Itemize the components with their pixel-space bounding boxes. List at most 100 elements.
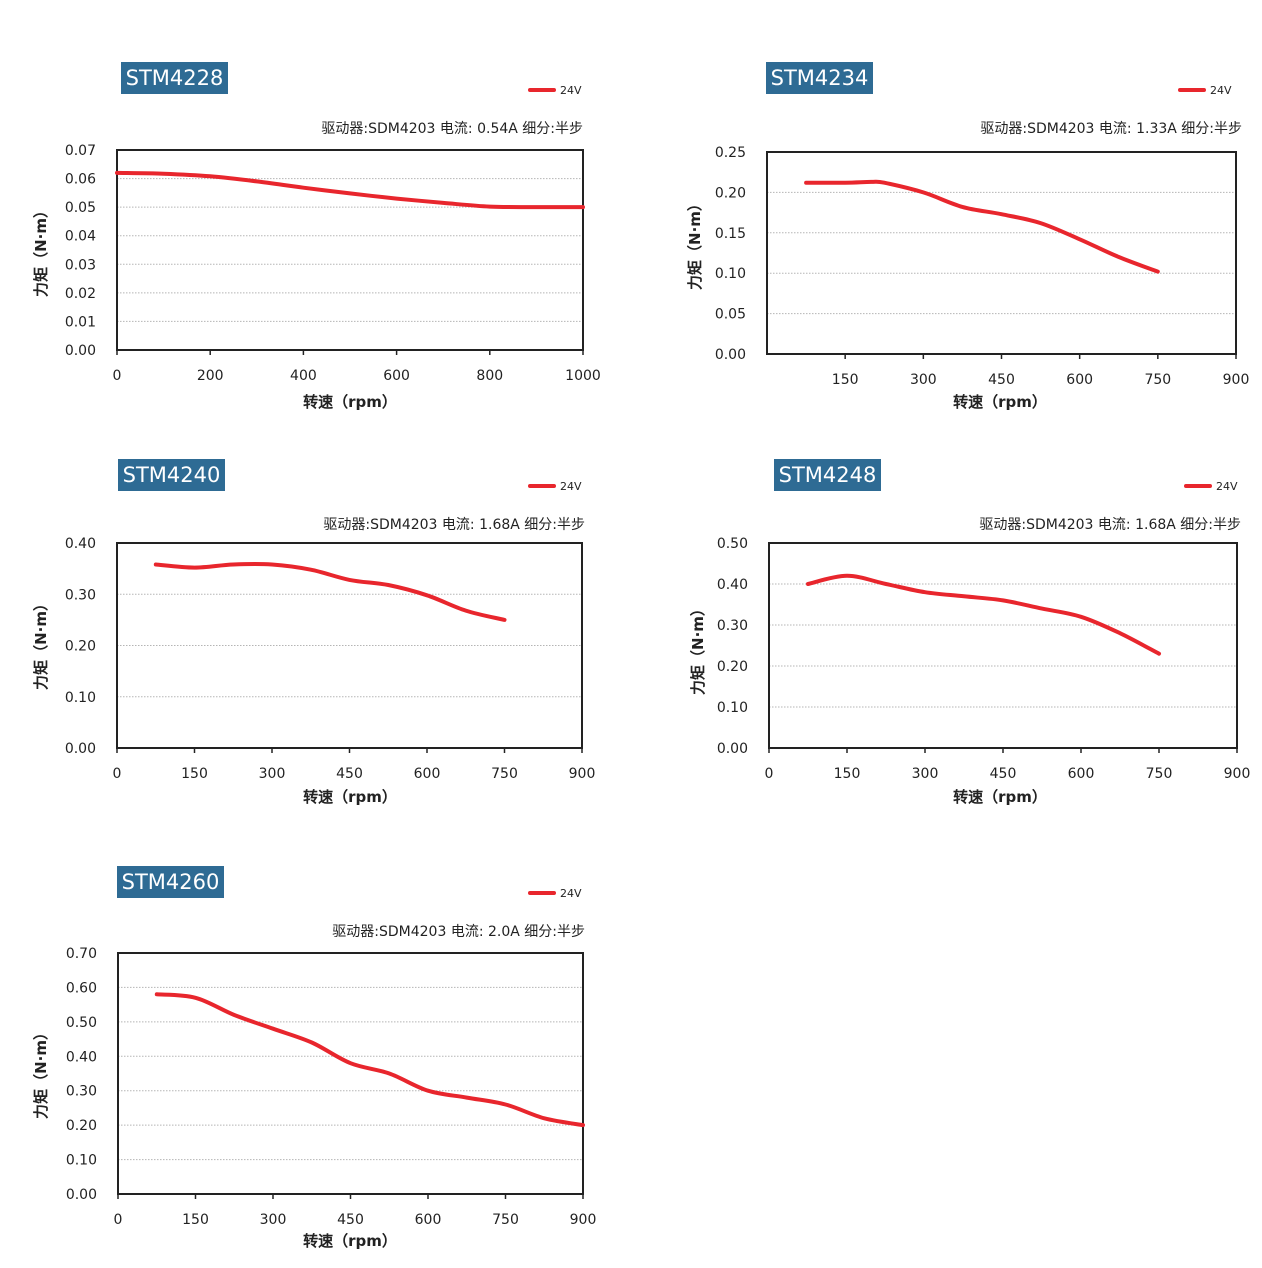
x-axis-label: 转速（rpm） [953,788,1047,806]
chart-title-badge [117,866,224,898]
y-tick-label: 0.05 [65,200,96,216]
y-axis-label: 力矩（N·m） [32,596,50,690]
driver-info: 驱动器:SDM4203 电流: 0.54A 细分:半步 [321,121,583,137]
chart-title: STM4234 [771,66,869,90]
y-tick-label: 0.20 [66,1118,97,1134]
y-tick-label: 0.40 [66,1049,97,1065]
y-tick-label: 0.20 [715,185,746,201]
plot-area [117,952,584,1195]
x-tick-label: 750 [1146,766,1173,782]
chart-title-badge [118,459,225,491]
driver-info: 驱动器:SDM4203 电流: 2.0A 细分:半步 [332,924,585,940]
x-tick-label: 600 [1068,766,1095,782]
legend-label: 24V [560,84,582,97]
x-tick-label: 0 [765,766,774,782]
x-tick-label: 0 [114,1212,123,1228]
x-tick-label: 600 [414,766,441,782]
y-tick-label: 0.00 [66,1187,97,1203]
plot-area [768,542,1238,749]
y-tick-label: 0.10 [66,1153,97,1169]
y-tick-label: 0.06 [65,172,96,188]
y-tick-label: 0.01 [65,314,96,330]
y-tick-label: 0.00 [65,343,96,359]
series-line-24v [115,170,585,210]
y-tick-label: 0.00 [65,741,96,757]
x-tick-label: 900 [1224,766,1251,782]
driver-info: 驱动器:SDM4203 电流: 1.33A 细分:半步 [980,121,1242,137]
y-tick-label: 0.10 [717,700,748,716]
x-tick-label: 900 [569,766,596,782]
y-tick-label: 0.04 [65,229,96,245]
x-tick-label: 600 [415,1212,442,1228]
y-tick-label: 0.00 [717,741,748,757]
x-tick-label: 300 [910,372,937,388]
y-tick-label: 0.40 [65,536,96,552]
chart-title-badge [766,62,873,94]
y-tick-label: 0.30 [66,1084,97,1100]
torque-chart-stm4234: STM4234 24V 驱动器:SDM4203 电流: 1.33A 细分:半步 0.0… [686,62,1249,411]
y-tick-label: 0.60 [66,980,97,996]
y-tick-label: 0.40 [717,577,748,593]
y-axis-label: 力矩（N·m） [32,1025,50,1119]
x-tick-label: 450 [336,766,363,782]
y-tick-label: 0.05 [715,307,746,323]
y-tick-label: 0.10 [715,266,746,282]
torque-chart-stm4240: STM4240 24V 驱动器:SDM4203 电流: 1.68A 细分:半步 0.0… [32,459,595,806]
y-axis-label: 力矩（N·m） [686,196,704,290]
y-axis-label: 力矩（N·m） [32,203,50,297]
x-tick-label: 150 [832,372,859,388]
x-tick-label: 1000 [565,368,601,384]
y-tick-label: 0.20 [717,659,748,675]
chart-title: STM4260 [122,870,220,894]
chart-title: STM4248 [779,463,877,487]
x-axis-label: 转速（rpm） [953,393,1047,411]
x-tick-label: 900 [1223,372,1250,388]
x-tick-label: 800 [476,368,503,384]
x-tick-label: 150 [181,766,208,782]
driver-info: 驱动器:SDM4203 电流: 1.68A 细分:半步 [323,517,585,533]
x-tick-label: 0 [113,766,122,782]
series-line-24v [804,179,1160,274]
chart-title-badge [774,459,881,491]
series-line-24v [806,573,1161,656]
plot-area [116,149,584,351]
x-tick-label: 150 [834,766,861,782]
y-tick-label: 0.15 [715,226,746,242]
legend-label: 24V [1216,480,1238,493]
x-tick-label: 300 [912,766,939,782]
chart-title: STM4240 [123,463,221,487]
y-tick-label: 0.00 [715,347,746,363]
y-tick-label: 0.30 [65,587,96,603]
y-tick-label: 0.50 [66,1015,97,1031]
y-tick-label: 0.25 [715,145,746,161]
x-tick-label: 150 [182,1212,209,1228]
x-axis-label: 转速（rpm） [303,788,397,806]
x-axis-label: 转速（rpm） [303,393,397,411]
x-tick-label: 300 [259,766,286,782]
y-tick-label: 0.20 [65,639,96,655]
legend-label: 24V [560,480,582,493]
torque-chart-stm4228: STM4228 24V 驱动器:SDM4203 电流: 0.54A 细分:半步 0.0… [32,62,601,411]
y-tick-label: 0.70 [66,946,97,962]
x-tick-label: 600 [383,368,410,384]
x-tick-label: 750 [491,766,518,782]
y-tick-label: 0.07 [65,143,96,159]
chart-title-badge [121,62,228,94]
chart-title: STM4228 [126,66,224,90]
series-line-24v [154,992,585,1128]
x-tick-label: 300 [260,1212,287,1228]
x-tick-label: 750 [1144,372,1171,388]
series-line-24v [153,562,507,622]
torque-chart-stm4260: STM4260 24V 驱动器:SDM4203 电流: 2.0A 细分:半步 0.00… [32,866,596,1250]
x-tick-label: 450 [988,372,1015,388]
y-tick-label: 0.02 [65,286,96,302]
y-tick-label: 0.03 [65,257,96,273]
x-tick-label: 450 [990,766,1017,782]
x-tick-label: 600 [1066,372,1093,388]
y-tick-label: 0.10 [65,690,96,706]
x-tick-label: 750 [492,1212,519,1228]
x-axis-label: 转速（rpm） [303,1232,397,1250]
legend-label: 24V [1210,84,1232,97]
x-tick-label: 0 [113,368,122,384]
